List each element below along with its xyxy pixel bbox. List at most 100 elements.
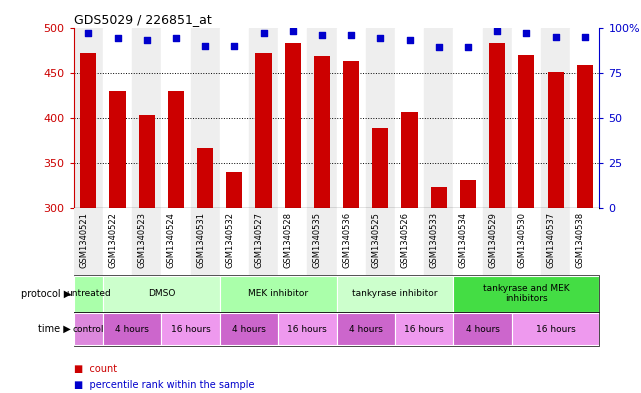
- Bar: [162, 208, 190, 275]
- Bar: [132, 28, 162, 208]
- Bar: [190, 208, 220, 275]
- Text: time ▶: time ▶: [38, 324, 71, 334]
- Bar: [483, 28, 512, 208]
- Bar: [337, 208, 366, 275]
- Point: [112, 35, 122, 42]
- Text: 4 hours: 4 hours: [465, 325, 499, 334]
- Point: [521, 30, 531, 36]
- Text: 4 hours: 4 hours: [232, 325, 266, 334]
- Text: ■  percentile rank within the sample: ■ percentile rank within the sample: [74, 380, 254, 390]
- Point: [258, 30, 269, 36]
- Bar: [74, 208, 103, 275]
- Point: [142, 37, 152, 43]
- Bar: [74, 276, 103, 312]
- Bar: [401, 112, 417, 208]
- Text: GSM1340536: GSM1340536: [342, 211, 351, 268]
- Bar: [489, 43, 505, 208]
- Bar: [197, 148, 213, 208]
- Text: GSM1340532: GSM1340532: [226, 211, 235, 268]
- Point: [433, 44, 444, 51]
- Bar: [395, 313, 453, 345]
- Text: GSM1340534: GSM1340534: [459, 211, 468, 268]
- Bar: [278, 28, 307, 208]
- Point: [288, 28, 298, 34]
- Bar: [285, 43, 301, 208]
- Bar: [512, 313, 599, 345]
- Text: MEK inhibitor: MEK inhibitor: [248, 289, 308, 298]
- Point: [375, 35, 385, 42]
- Bar: [103, 28, 132, 208]
- Point: [83, 30, 94, 36]
- Bar: [512, 208, 541, 275]
- Bar: [103, 208, 132, 275]
- Bar: [431, 187, 447, 208]
- Bar: [366, 28, 395, 208]
- Text: untreated: untreated: [66, 289, 111, 298]
- Bar: [453, 276, 599, 312]
- Text: 4 hours: 4 hours: [115, 325, 149, 334]
- Text: GSM1340521: GSM1340521: [79, 211, 88, 268]
- Bar: [337, 28, 366, 208]
- Bar: [220, 276, 337, 312]
- Point: [492, 28, 503, 34]
- Bar: [278, 313, 337, 345]
- Bar: [168, 91, 184, 208]
- Bar: [424, 208, 453, 275]
- Bar: [249, 208, 278, 275]
- Text: GSM1340535: GSM1340535: [313, 211, 322, 268]
- Point: [404, 37, 415, 43]
- Bar: [278, 208, 307, 275]
- Text: 4 hours: 4 hours: [349, 325, 383, 334]
- Text: GSM1340528: GSM1340528: [284, 211, 293, 268]
- Text: GSM1340523: GSM1340523: [138, 211, 147, 268]
- Bar: [366, 208, 395, 275]
- Bar: [570, 28, 599, 208]
- Point: [551, 33, 561, 40]
- Bar: [570, 208, 599, 275]
- Text: GSM1340525: GSM1340525: [371, 211, 380, 268]
- Bar: [307, 28, 337, 208]
- Bar: [541, 28, 570, 208]
- Text: control: control: [72, 325, 104, 334]
- Bar: [343, 61, 359, 208]
- Bar: [74, 313, 103, 345]
- Bar: [460, 180, 476, 208]
- Text: protocol ▶: protocol ▶: [21, 289, 71, 299]
- Bar: [103, 313, 162, 345]
- Text: tankyrase and MEK
inhibitors: tankyrase and MEK inhibitors: [483, 284, 570, 303]
- Bar: [453, 208, 483, 275]
- Bar: [162, 28, 190, 208]
- Text: ■  count: ■ count: [74, 364, 117, 375]
- Bar: [372, 128, 388, 208]
- Bar: [337, 313, 395, 345]
- Text: GSM1340522: GSM1340522: [108, 211, 117, 268]
- Bar: [162, 313, 220, 345]
- Text: GSM1340533: GSM1340533: [429, 211, 438, 268]
- Bar: [110, 91, 126, 208]
- Bar: [132, 208, 162, 275]
- Text: 16 hours: 16 hours: [287, 325, 327, 334]
- Bar: [103, 276, 220, 312]
- Text: GSM1340537: GSM1340537: [547, 211, 556, 268]
- Bar: [547, 72, 563, 208]
- Point: [463, 44, 473, 51]
- Bar: [337, 276, 453, 312]
- Text: GSM1340527: GSM1340527: [254, 211, 263, 268]
- Bar: [541, 208, 570, 275]
- Text: DMSO: DMSO: [147, 289, 175, 298]
- Text: GSM1340530: GSM1340530: [517, 211, 526, 268]
- Bar: [395, 208, 424, 275]
- Bar: [512, 28, 541, 208]
- Text: GSM1340531: GSM1340531: [196, 211, 205, 268]
- Text: GDS5029 / 226851_at: GDS5029 / 226851_at: [74, 13, 212, 26]
- Bar: [483, 208, 512, 275]
- Text: GSM1340526: GSM1340526: [401, 211, 410, 268]
- Point: [317, 31, 327, 38]
- Bar: [395, 28, 424, 208]
- Text: tankyrase inhibitor: tankyrase inhibitor: [352, 289, 438, 298]
- Bar: [220, 208, 249, 275]
- Point: [171, 35, 181, 42]
- Bar: [453, 313, 512, 345]
- Point: [200, 42, 210, 49]
- Bar: [453, 28, 483, 208]
